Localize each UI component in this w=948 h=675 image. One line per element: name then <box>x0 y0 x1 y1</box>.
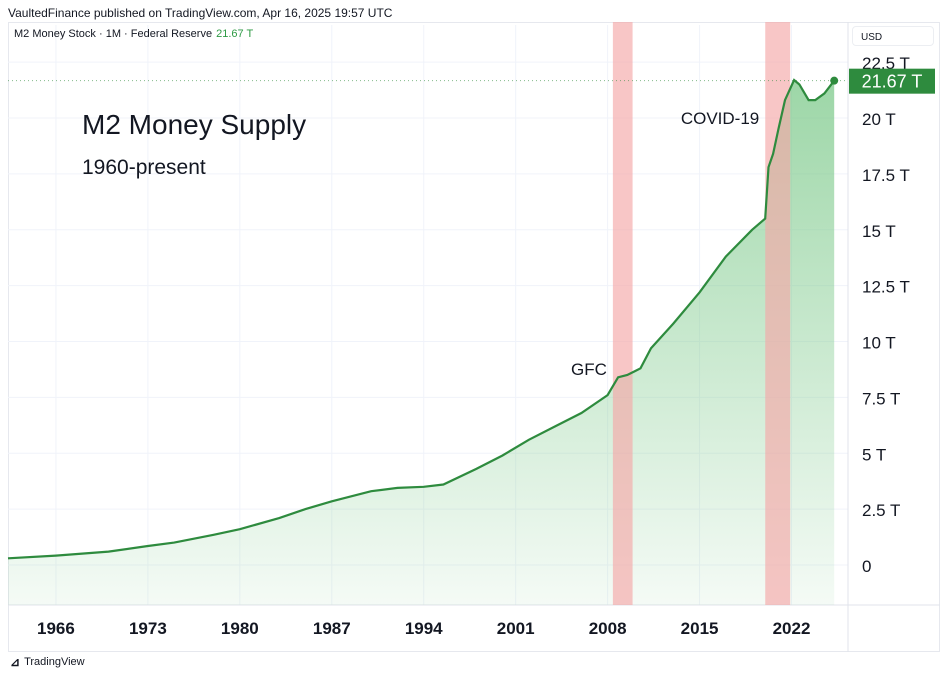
publisher-line: VaultedFinance published on TradingView.… <box>8 6 393 20</box>
x-tick-label: 1994 <box>405 619 443 638</box>
tradingview-icon: ⊿ <box>10 655 21 669</box>
annotation-label: COVID-19 <box>681 109 759 128</box>
recession-band-gfc <box>612 22 633 605</box>
x-tick-label: 1973 <box>129 619 167 638</box>
recession-band-covid-19 <box>765 22 791 605</box>
x-tick-label: 1980 <box>221 619 259 638</box>
y-tick-label: 0 <box>862 557 871 576</box>
legend[interactable]: M2 Money Stock · 1M · Federal Reserve 21.… <box>14 28 253 40</box>
x-tick-label: 1966 <box>37 619 75 638</box>
price-tag-label: 21.67 T <box>862 72 923 92</box>
x-tick-label: 1987 <box>313 619 351 638</box>
currency-button[interactable]: USD <box>852 26 934 46</box>
y-tick-label: 20 T <box>862 110 896 129</box>
last-point <box>830 76 839 85</box>
y-tick-label: 22.5 T <box>862 54 910 73</box>
x-tick-label: 2022 <box>773 619 811 638</box>
footer-label: TradingView <box>24 656 85 668</box>
y-tick-label: 12.5 T <box>862 278 910 297</box>
annotation-label: GFC <box>571 360 607 379</box>
chart-title: M2 Money Supply <box>82 109 306 140</box>
chart-frame <box>8 22 940 652</box>
x-tick-label: 2015 <box>681 619 719 638</box>
y-tick-label: 5 T <box>862 445 886 464</box>
y-tick-label: 2.5 T <box>862 501 900 520</box>
tradingview-logo: ⊿ TradingView <box>10 655 85 669</box>
chart-subtitle: 1960-present <box>82 156 206 179</box>
y-tick-label: 17.5 T <box>862 166 910 185</box>
y-tick-label: 15 T <box>862 222 896 241</box>
legend-value: 21.67 T <box>216 28 254 40</box>
series-line <box>7 78 836 560</box>
y-tick-label: 7.5 T <box>862 389 900 408</box>
y-tick-label: 10 T <box>862 334 896 353</box>
symbol-label: M2 Money Stock · 1M · Federal Reserve <box>14 28 213 40</box>
price-tag <box>849 68 935 94</box>
x-tick-label: 2008 <box>589 619 627 638</box>
x-tick-label: 2001 <box>497 619 535 638</box>
